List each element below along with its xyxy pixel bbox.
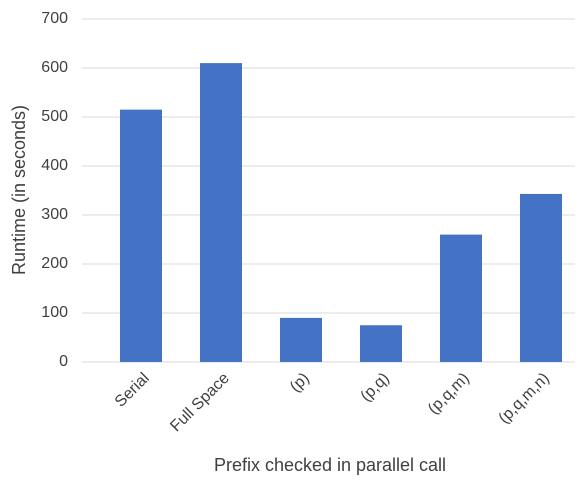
x-tick-label: (p) bbox=[287, 370, 313, 396]
y-tick-label: 200 bbox=[41, 255, 68, 272]
bar bbox=[520, 193, 562, 362]
x-axis-title: Prefix checked in parallel call bbox=[214, 455, 446, 475]
bar bbox=[440, 234, 482, 362]
y-tick-label: 0 bbox=[59, 353, 68, 370]
y-tick-label: 500 bbox=[41, 108, 68, 125]
bar bbox=[280, 317, 322, 362]
x-tick-label: (p,q,m,n) bbox=[496, 370, 553, 427]
y-tick-label: 600 bbox=[41, 59, 68, 76]
bar bbox=[120, 109, 162, 363]
x-tick-label: Full Space bbox=[167, 370, 233, 436]
x-tick-label: (p,q) bbox=[358, 370, 393, 405]
y-axis-title: Runtime (in seconds) bbox=[9, 105, 29, 275]
y-tick-label: 300 bbox=[41, 206, 68, 223]
y-tick-label: 400 bbox=[41, 157, 68, 174]
x-tick-label: (p,q,m) bbox=[425, 370, 473, 418]
y-tick-label: 100 bbox=[41, 304, 68, 321]
bar bbox=[200, 63, 242, 362]
y-tick-label: 700 bbox=[41, 10, 68, 27]
x-tick-label: Serial bbox=[112, 370, 153, 411]
bar bbox=[360, 325, 402, 362]
